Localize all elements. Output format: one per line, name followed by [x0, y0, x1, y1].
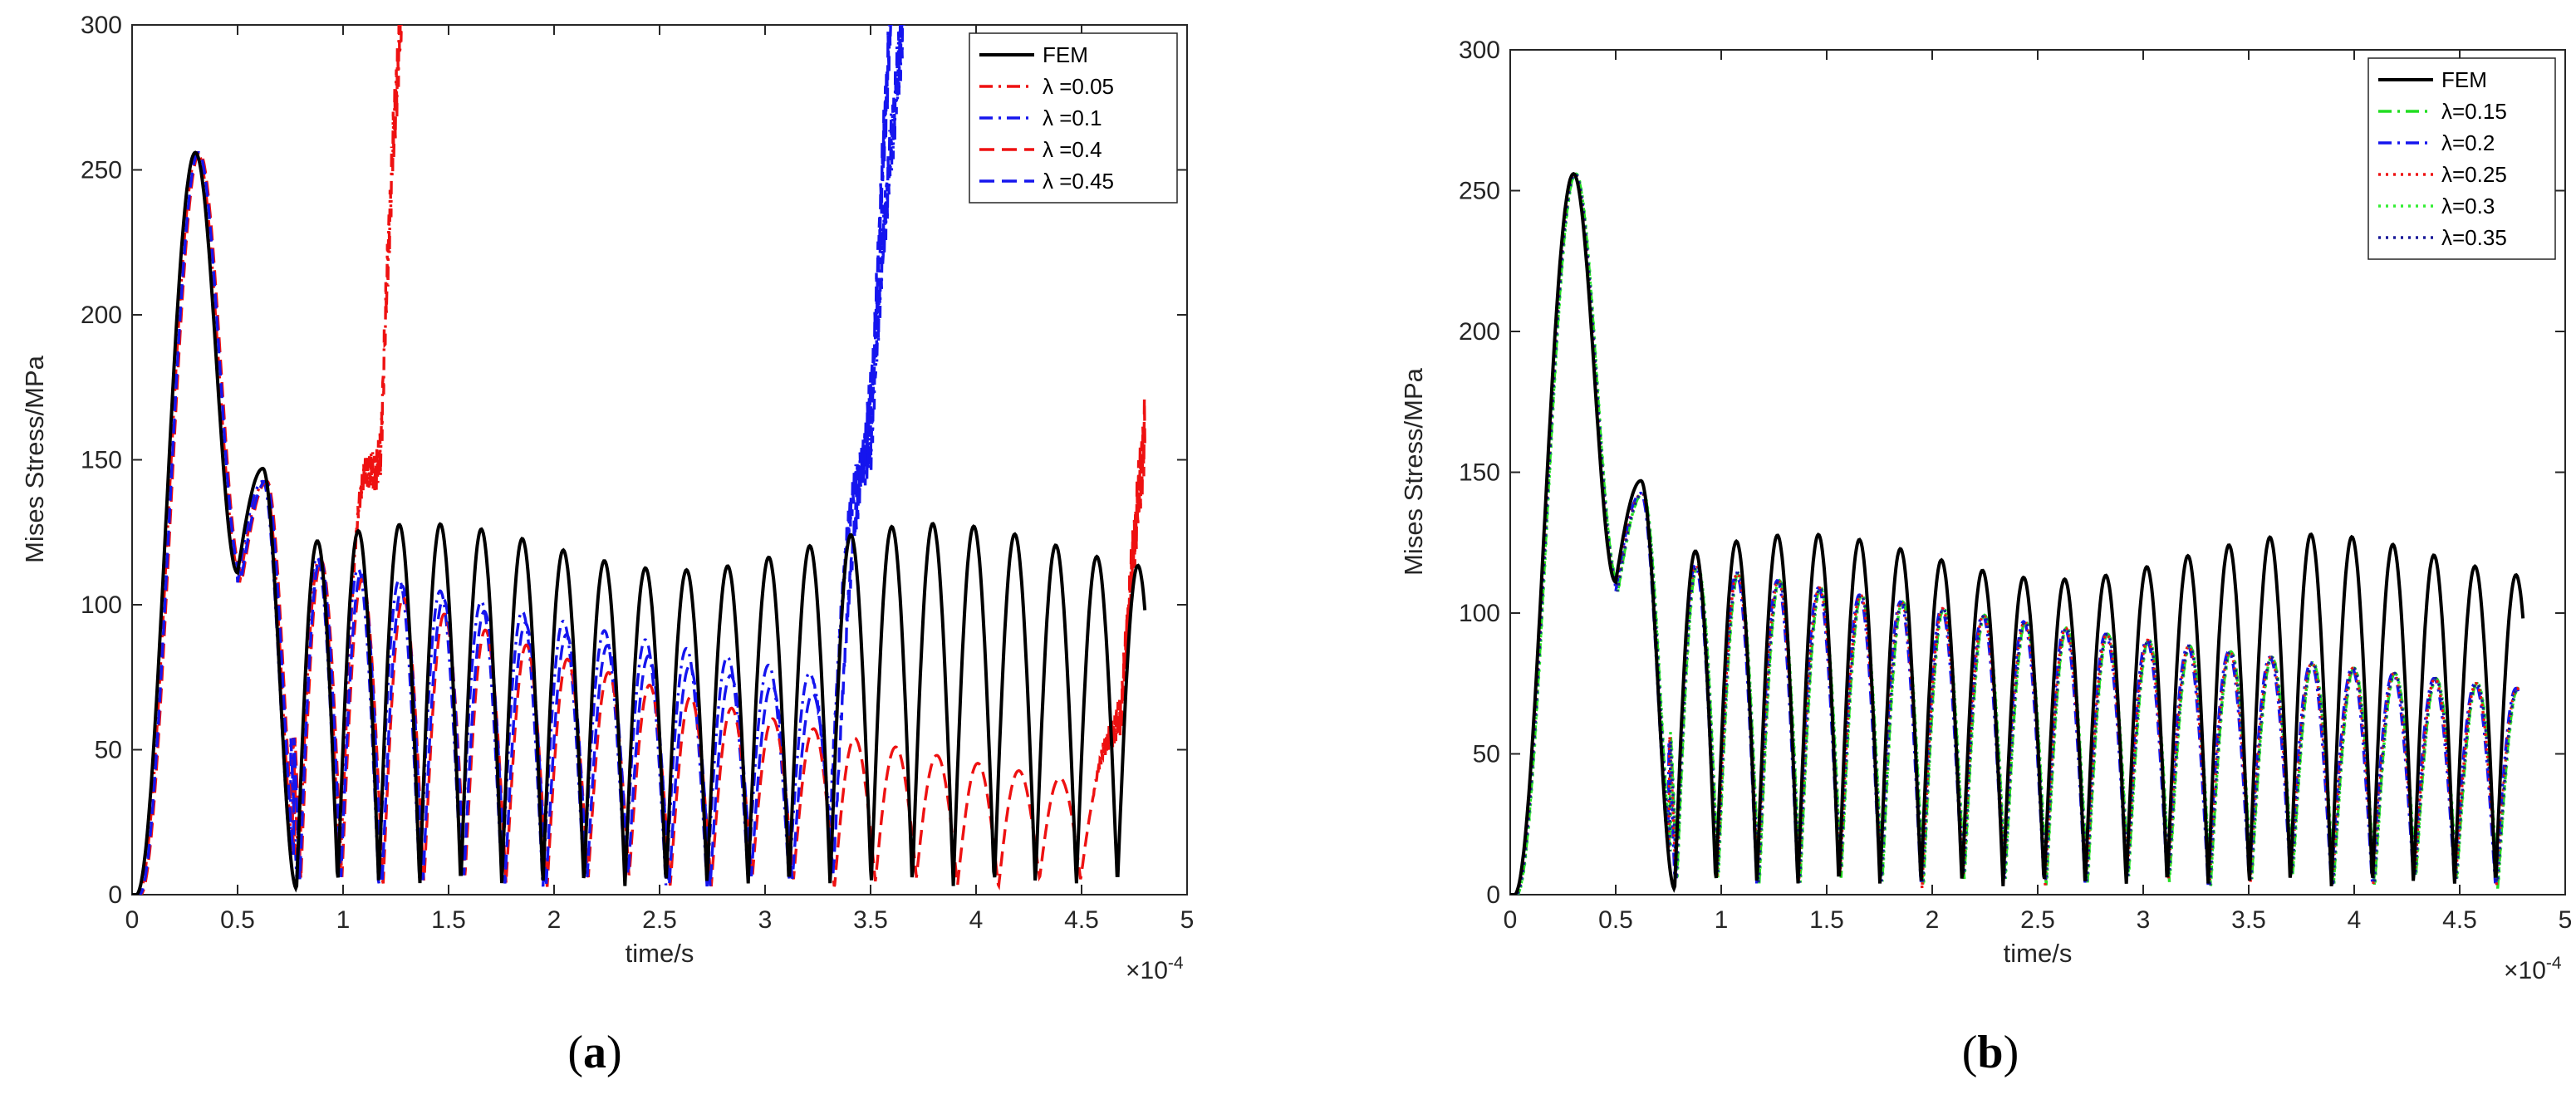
series-line	[132, 150, 1147, 895]
subfigure-label-a: (a)	[567, 1027, 621, 1078]
series-line	[1510, 172, 2520, 895]
x-exponent-b: ×10-4	[2504, 954, 2562, 984]
x-tick-label: 0.5	[220, 906, 255, 934]
legend-label: λ =0.4	[1043, 137, 1102, 162]
x-tick-label: 4.5	[1064, 906, 1099, 934]
x-tick-label: 4	[969, 906, 984, 934]
legend-label: λ =0.1	[1043, 106, 1102, 130]
x-tick-label: 3.5	[853, 906, 888, 934]
legend-b: FEM λ=0.15 λ=0.2 λ=0.25 λ=0.3 λ=0.35	[2367, 57, 2556, 260]
series-line	[1510, 172, 2525, 895]
y-tick-label: 150	[81, 447, 122, 474]
y-tick-label: 250	[81, 157, 122, 184]
x-tick-label: 3	[758, 906, 773, 934]
y-tick-label: 100	[81, 591, 122, 619]
y-tick-label: 300	[81, 12, 122, 39]
y-tick-label: 100	[1459, 600, 1500, 627]
legend-label: FEM	[1043, 42, 1088, 67]
x-tick-label: 5	[1180, 906, 1195, 934]
x-tick-label: 2	[1926, 906, 1940, 934]
legend-label: λ=0.35	[2441, 225, 2507, 250]
legend-label: λ =0.05	[1043, 74, 1114, 99]
y-tick-label: 50	[1473, 741, 1500, 768]
series-layer-b	[1510, 172, 2525, 895]
y-tick-label: 150	[1459, 459, 1500, 487]
legend-label: λ=0.2	[2441, 130, 2495, 155]
legend-label: λ =0.45	[1043, 169, 1114, 194]
series-line	[132, 150, 1146, 895]
x-tick-label: 1	[1715, 906, 1729, 934]
y-tick-label: 300	[1459, 37, 1500, 64]
xlabel-b: time/s	[2004, 939, 2073, 968]
y-tick-label: 0	[1486, 881, 1500, 909]
y-tick-label: 200	[1459, 318, 1500, 346]
x-tick-label: 0.5	[1598, 906, 1633, 934]
legend-a: FEM λ =0.05 λ =0.1 λ =0.4 λ =0.45	[969, 32, 1178, 204]
x-tick-label: 1	[336, 906, 351, 934]
legend-box	[2367, 57, 2556, 260]
x-tick-label: 3.5	[2231, 906, 2266, 934]
x-tick-label: 5	[2559, 906, 2573, 934]
ylabel-a: Mises Stress/MPa	[20, 355, 49, 563]
series-line	[132, 25, 894, 895]
x-tick-label: 1.5	[431, 906, 466, 934]
chart-a: 0 0.5 1 1.5 2 2.5 3 3.5 4 4.5 5050100150200250300 …	[20, 12, 1194, 1078]
x-tick-label: 0	[125, 906, 140, 934]
y-tick-label: 50	[95, 737, 122, 764]
x-tick-label: 3	[2137, 906, 2151, 934]
x-tick-label: 2.5	[642, 906, 677, 934]
series-line	[132, 25, 905, 895]
y-tick-label: 0	[108, 881, 122, 909]
y-tick-label: 250	[1459, 178, 1500, 205]
subfigure-label-b: (b)	[1962, 1027, 2019, 1078]
legend-label: λ=0.25	[2441, 162, 2507, 187]
x-tick-label: 4	[2348, 906, 2362, 934]
xlabel-a: time/s	[626, 939, 694, 968]
x-tick-label: 2	[547, 906, 562, 934]
x-tick-label: 2.5	[2020, 906, 2055, 934]
x-exponent-a: ×10-4	[1126, 954, 1184, 984]
series-layer-a	[132, 25, 1147, 895]
x-tick-label: 4.5	[2442, 906, 2477, 934]
chart-b: 0 0.5 1 1.5 2 2.5 3 3.5 4 4.5 5050100150200250300 …	[1399, 37, 2572, 1078]
x-tick-label: 1.5	[1809, 906, 1844, 934]
legend-label: λ=0.15	[2441, 99, 2507, 124]
ylabel-b: Mises Stress/MPa	[1399, 367, 1428, 576]
legend-label: FEM	[2441, 67, 2487, 92]
x-tick-label: 0	[1504, 906, 1518, 934]
legend-label: λ=0.3	[2441, 194, 2495, 218]
y-tick-label: 200	[81, 302, 122, 329]
legend-box	[969, 32, 1178, 204]
